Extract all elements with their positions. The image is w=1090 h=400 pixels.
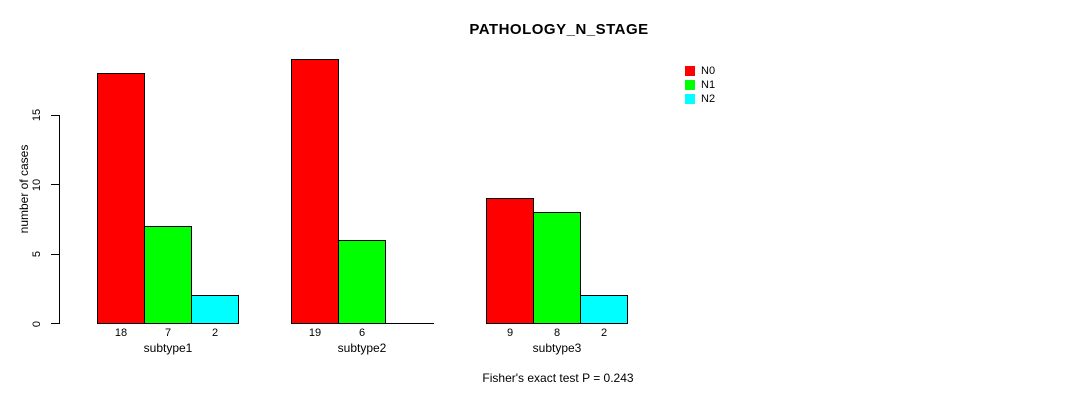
y-tick [51, 253, 59, 255]
legend: N0 N1 N2 [685, 64, 715, 106]
y-axis-line [59, 114, 60, 324]
y-tick-label: 10 [31, 178, 43, 191]
legend-swatch-n0 [685, 66, 695, 76]
y-tick-label: 5 [31, 250, 43, 258]
legend-item-n0: N0 [685, 64, 715, 78]
group-label-subtype3: subtype3 [532, 341, 582, 355]
y-tick-label: 0 [31, 320, 43, 327]
bar-n0-subtype1 [97, 72, 145, 324]
legend-swatch-n2 [685, 94, 695, 104]
y-tick [51, 184, 59, 185]
group-label-subtype2: subtype2 [337, 341, 387, 355]
y-tick [51, 323, 59, 324]
legend-label-n0: N0 [701, 65, 716, 77]
bar-n2-subtype2-zero [385, 323, 434, 324]
bar-n1-subtype2 [338, 239, 386, 324]
bar-value-label: 6 [358, 327, 366, 339]
bar-value-label: 9 [506, 327, 514, 339]
bar-n1-subtype3 [533, 211, 581, 324]
bar-n1-subtype1 [144, 225, 192, 324]
y-tick [51, 114, 59, 116]
bar-value-label: 8 [553, 327, 561, 339]
group-label-subtype1: subtype1 [143, 341, 193, 355]
chart-title: PATHOLOGY_N_STAGE [469, 21, 649, 38]
y-axis-label: number of cases [17, 144, 31, 234]
legend-item-n2: N2 [685, 92, 715, 106]
bar-value-label: 2 [600, 327, 608, 339]
bar-value-label: 19 [308, 327, 322, 339]
legend-label-n2: N2 [701, 93, 716, 105]
legend-label-n1: N1 [701, 79, 716, 91]
bar-value-label: 7 [164, 327, 172, 339]
legend-swatch-n1 [685, 80, 695, 90]
bar-value-label: 2 [211, 327, 219, 339]
bar-n0-subtype2 [291, 58, 339, 324]
bar-value-label: 18 [114, 327, 128, 339]
bar-n2-subtype3 [580, 295, 628, 324]
legend-item-n1: N1 [685, 78, 715, 92]
bar-n2-subtype1 [191, 295, 239, 324]
bar-n0-subtype3 [486, 197, 534, 324]
stats-footnote: Fisher's exact test P = 0.243 [482, 371, 634, 385]
y-tick-label: 15 [31, 108, 43, 122]
